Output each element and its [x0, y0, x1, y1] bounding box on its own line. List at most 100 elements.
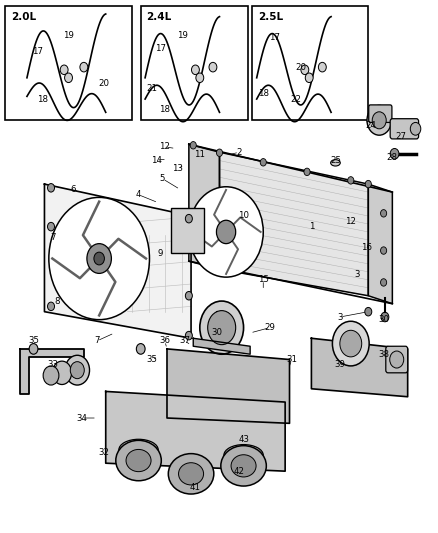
Text: 12: 12	[345, 217, 356, 226]
Circle shape	[29, 344, 38, 354]
Polygon shape	[311, 338, 407, 397]
Circle shape	[260, 159, 266, 166]
Text: 20: 20	[98, 78, 109, 87]
Polygon shape	[44, 184, 191, 338]
Circle shape	[347, 176, 353, 184]
Ellipse shape	[168, 454, 213, 494]
Circle shape	[380, 247, 386, 254]
Ellipse shape	[330, 160, 339, 166]
Text: 2.4L: 2.4L	[146, 12, 171, 22]
Ellipse shape	[178, 463, 203, 485]
Polygon shape	[20, 349, 84, 394]
Text: 9: 9	[157, 249, 163, 258]
Text: 29: 29	[264, 323, 275, 332]
Circle shape	[380, 279, 386, 286]
Circle shape	[216, 220, 235, 244]
FancyBboxPatch shape	[385, 346, 407, 373]
Text: 16: 16	[360, 244, 371, 253]
Text: 24: 24	[364, 121, 375, 130]
Circle shape	[389, 351, 403, 368]
Circle shape	[366, 106, 391, 135]
Text: 17: 17	[268, 34, 279, 43]
Text: 7: 7	[50, 233, 56, 242]
Circle shape	[136, 344, 145, 354]
Polygon shape	[367, 184, 392, 304]
Ellipse shape	[223, 445, 263, 466]
Text: 4: 4	[135, 190, 141, 199]
Text: 35: 35	[28, 336, 39, 345]
Text: 2: 2	[236, 148, 241, 157]
Text: 37: 37	[179, 336, 190, 345]
Text: 10: 10	[237, 212, 248, 221]
Polygon shape	[193, 338, 250, 354]
Circle shape	[49, 197, 149, 320]
Circle shape	[47, 222, 54, 231]
Circle shape	[389, 149, 398, 159]
Circle shape	[304, 73, 312, 83]
Circle shape	[185, 214, 192, 223]
Text: 13: 13	[172, 164, 183, 173]
Text: 3: 3	[336, 312, 342, 321]
Text: 7: 7	[94, 336, 99, 345]
Ellipse shape	[126, 449, 151, 472]
Circle shape	[94, 252, 104, 265]
Circle shape	[188, 187, 263, 277]
Text: 2.5L: 2.5L	[258, 12, 283, 22]
Circle shape	[47, 183, 54, 192]
Text: 25: 25	[329, 156, 340, 165]
Text: 43: 43	[237, 435, 248, 444]
Text: 12: 12	[159, 142, 170, 151]
Circle shape	[43, 366, 59, 385]
Text: 34: 34	[76, 414, 87, 423]
Ellipse shape	[220, 446, 266, 486]
Ellipse shape	[116, 440, 161, 481]
Polygon shape	[219, 152, 367, 296]
Text: 38: 38	[377, 350, 388, 359]
Circle shape	[332, 321, 368, 366]
Circle shape	[207, 311, 235, 345]
Text: 30: 30	[377, 315, 388, 324]
Text: 41: 41	[190, 482, 201, 491]
Text: 22: 22	[290, 94, 301, 103]
Text: 5: 5	[159, 174, 165, 183]
Circle shape	[364, 308, 371, 316]
Circle shape	[47, 302, 54, 311]
Text: 18: 18	[37, 94, 48, 103]
Text: 27: 27	[395, 132, 406, 141]
Text: 2.0L: 2.0L	[11, 12, 36, 22]
Circle shape	[380, 209, 386, 217]
Circle shape	[199, 301, 243, 354]
Circle shape	[70, 362, 84, 378]
Text: 19: 19	[63, 31, 74, 40]
Circle shape	[212, 326, 220, 335]
Text: 31: 31	[286, 355, 297, 364]
FancyBboxPatch shape	[5, 6, 132, 120]
Text: 39: 39	[334, 360, 345, 369]
Text: 18: 18	[257, 89, 268, 98]
Circle shape	[191, 65, 199, 75]
Text: 42: 42	[233, 467, 244, 475]
Text: 33: 33	[48, 360, 59, 369]
Ellipse shape	[230, 455, 255, 477]
Text: 35: 35	[146, 355, 157, 364]
Text: 14: 14	[150, 156, 161, 165]
Circle shape	[60, 65, 68, 75]
Circle shape	[87, 244, 111, 273]
Circle shape	[208, 62, 216, 72]
Text: 28: 28	[386, 153, 397, 162]
Circle shape	[64, 73, 72, 83]
Polygon shape	[188, 144, 219, 269]
Text: 32: 32	[98, 448, 109, 457]
Circle shape	[300, 65, 308, 75]
Circle shape	[185, 332, 192, 340]
Circle shape	[80, 62, 88, 72]
Circle shape	[185, 292, 192, 300]
FancyBboxPatch shape	[141, 6, 247, 120]
Text: 21: 21	[146, 84, 157, 93]
Text: 3: 3	[354, 270, 359, 279]
Text: 6: 6	[70, 185, 75, 194]
FancyBboxPatch shape	[389, 119, 418, 139]
Circle shape	[318, 62, 325, 72]
Text: 15: 15	[257, 275, 268, 284]
Polygon shape	[166, 349, 289, 423]
